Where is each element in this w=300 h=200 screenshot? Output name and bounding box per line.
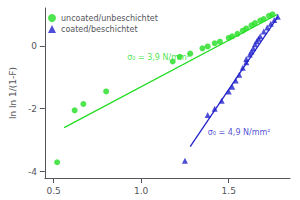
svg-text:coated/beschichtet: coated/beschichtet (61, 25, 138, 34)
svg-text:0.5: 0.5 (46, 186, 60, 196)
svg-text:1.5: 1.5 (222, 186, 236, 196)
svg-text:σ₀ = 4,9 N/mm²: σ₀ = 4,9 N/mm² (208, 128, 271, 137)
svg-text:-4: -4 (28, 167, 37, 177)
svg-text:ln ln 1/(1-F): ln ln 1/(1-F) (8, 67, 18, 119)
svg-text:1.0: 1.0 (134, 186, 149, 196)
svg-text:σ₀ = 3,9 N/mm²: σ₀ = 3,9 N/mm² (127, 53, 190, 62)
svg-text:uncoated/unbeschichtet: uncoated/unbeschichtet (61, 14, 158, 23)
svg-text:0: 0 (31, 41, 37, 51)
svg-text:-2: -2 (28, 104, 37, 114)
